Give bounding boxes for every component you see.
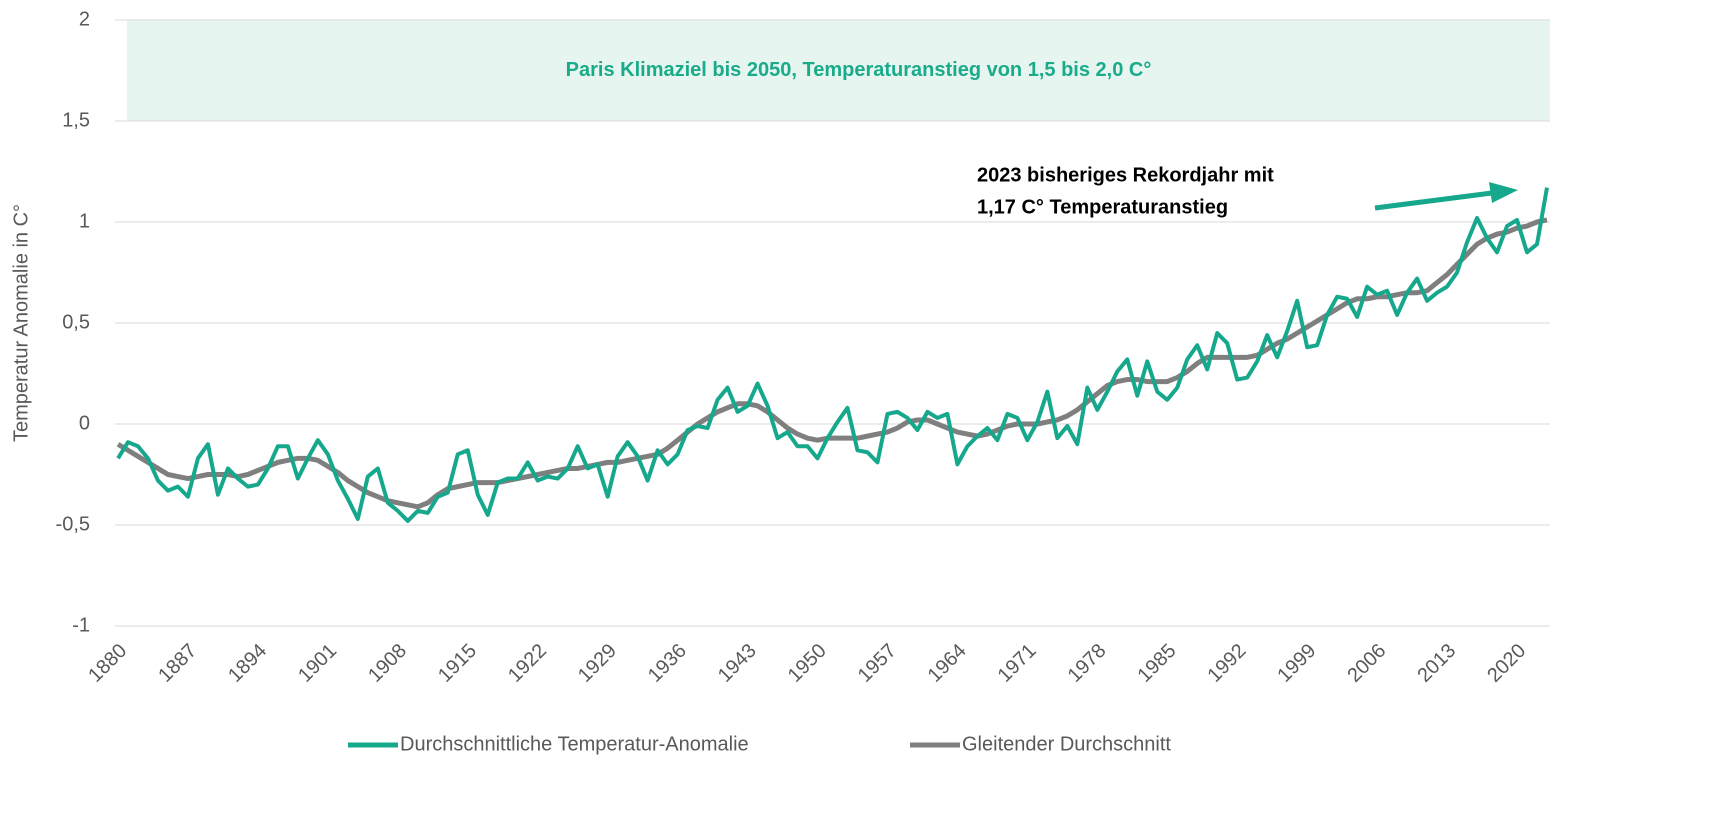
x-tick-label: 1908 (364, 640, 411, 687)
y-axis-title: Temperatur Anomalie in C° (10, 204, 32, 442)
x-tick-label: 2006 (1343, 640, 1390, 687)
y-tick-label: 2 (79, 8, 90, 30)
legend-label: Gleitender Durchschnitt (962, 733, 1171, 755)
legend-label: Durchschnittliche Temperatur-Anomalie (400, 733, 749, 755)
series-line (116, 187, 1549, 523)
x-tick-label: 2020 (1483, 640, 1530, 687)
band-label: Paris Klimaziel bis 2050, Temperaturanst… (566, 59, 1152, 81)
y-tick-label: 0 (79, 412, 90, 434)
x-tick-label: 1936 (644, 640, 691, 687)
x-tick-label: 1971 (994, 640, 1041, 687)
x-tick-label: 1978 (1064, 640, 1111, 687)
x-tick-label: 1985 (1134, 640, 1181, 687)
x-tick-label: 1992 (1203, 640, 1250, 687)
annotation-text: 1,17 C° Temperaturanstieg (977, 196, 1228, 218)
x-tick-label: 1880 (84, 640, 131, 687)
y-tick-label: 0,5 (62, 311, 90, 333)
annotation-text: 2023 bisheriges Rekordjahr mit (977, 164, 1274, 186)
x-tick-label: 1901 (294, 640, 341, 687)
x-tick-label: 2013 (1413, 640, 1460, 687)
y-tick-label: 1 (79, 210, 90, 232)
x-tick-label: 1915 (434, 640, 481, 687)
y-tick-label: 1,5 (62, 109, 90, 131)
annotation-arrow (1374, 190, 1493, 211)
x-tick-label: 1929 (574, 640, 621, 687)
x-tick-label: 1957 (854, 640, 901, 687)
x-tick-label: 1894 (224, 640, 271, 687)
y-tick-label: -1 (72, 614, 90, 636)
x-tick-label: 1887 (154, 640, 201, 687)
y-tick-label: -0,5 (56, 513, 90, 535)
x-tick-label: 1964 (924, 640, 971, 687)
series-line (116, 217, 1548, 510)
x-tick-label: 1943 (714, 640, 761, 687)
x-tick-label: 1922 (504, 640, 551, 687)
x-tick-label: 1950 (784, 640, 831, 687)
target-band (127, 20, 1550, 121)
annotation-arrowhead (1489, 182, 1518, 203)
x-tick-label: 1999 (1273, 640, 1320, 687)
